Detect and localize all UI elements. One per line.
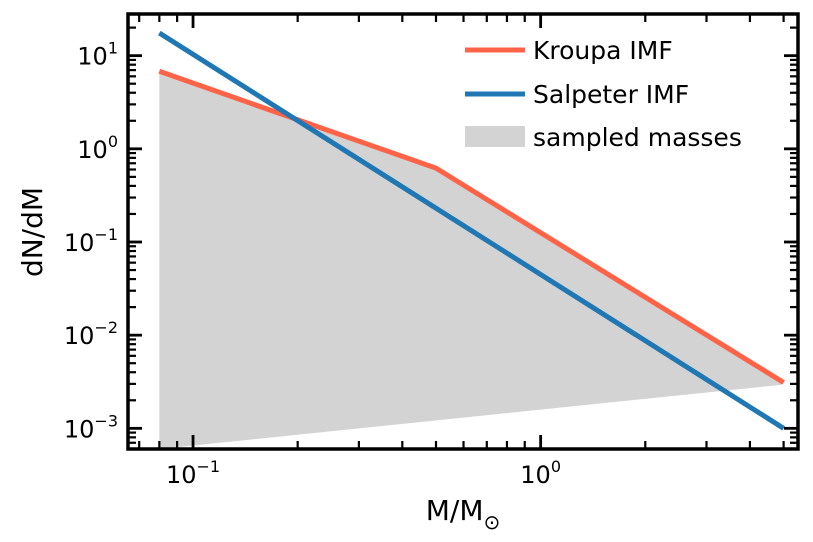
legend: Kroupa IMF Salpeter IMF sampled masses [465,36,742,152]
x-axis-label: M/M⊙ [426,494,501,534]
x-tick-label-0: 10−1 [166,457,220,489]
y-axis-label: dN/dM [16,187,49,277]
legend-label-kroupa: Kroupa IMF [533,36,673,65]
y-tick-label-4: 101 [77,39,118,71]
tick-labels: 10−1 100 10−3 10−2 10−1 100 101 [64,39,561,489]
y-tick-label-2: 10−1 [64,225,118,257]
legend-label-salpeter: Salpeter IMF [533,80,689,109]
series-line-kroupa-imf [158,68,785,385]
plot-frame [126,12,800,451]
y-tick-label-3: 100 [77,132,118,164]
histogram-area [159,72,784,449]
legend-swatch-sampled [465,126,525,147]
y-tick-label-0: 10−3 [64,411,118,443]
legend-label-sampled: sampled masses [533,123,742,152]
histogram-layer [159,72,784,449]
x-tick-label-1: 100 [520,457,561,489]
lines-layer [158,30,785,431]
x-axis-label-subscript: ⊙ [483,510,500,534]
series-line-salpeter-imf [158,30,785,431]
y-tick-label-1: 10−2 [64,318,118,350]
